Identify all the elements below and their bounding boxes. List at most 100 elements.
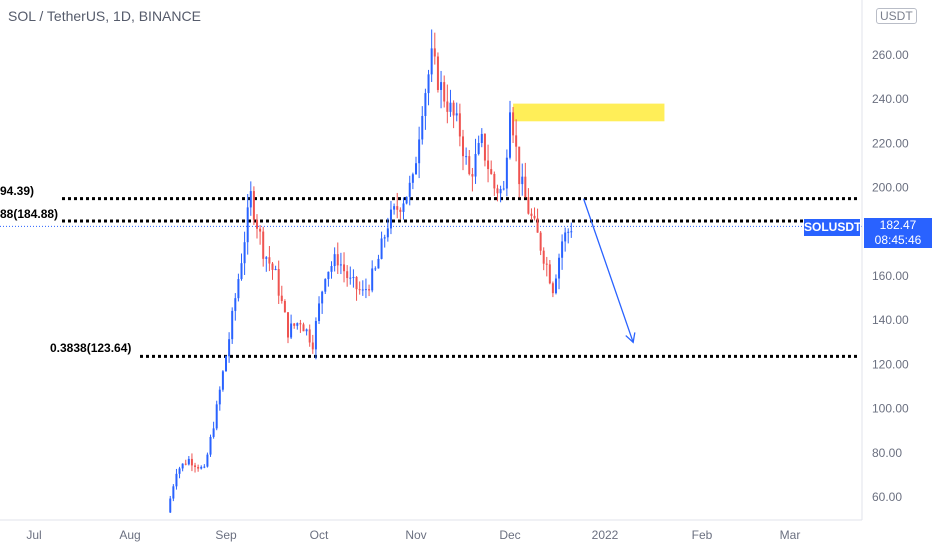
candle-body — [530, 213, 533, 216]
candle-body — [172, 486, 175, 499]
candle-body — [194, 465, 197, 467]
candle-body — [443, 82, 446, 102]
x-axis: Jul Aug Sep Oct Nov Dec 2022 Feb Mar — [26, 528, 800, 542]
candle-body — [187, 458, 190, 465]
candle-body — [440, 82, 443, 90]
y-tick-label: 140.00 — [872, 313, 909, 327]
chart-title: SOL / TetherUS, 1D, BINANCE — [8, 8, 201, 24]
candle-body — [471, 174, 474, 177]
x-tick-label: Oct — [310, 528, 329, 542]
candle-body — [256, 219, 258, 229]
x-tick-label: Sep — [215, 528, 237, 542]
y-tick-label: 200.00 — [872, 181, 909, 195]
candle-body — [405, 196, 408, 204]
candle-body — [518, 146, 521, 185]
candle-body — [368, 289, 371, 291]
candle-body — [324, 279, 327, 292]
candle-body — [524, 176, 527, 198]
symbol-tag: SOLUSDT — [804, 219, 862, 236]
candle-body — [521, 176, 524, 185]
candle-body — [374, 268, 377, 270]
x-tick-label: Jul — [26, 528, 41, 542]
candle-body — [509, 112, 511, 158]
candle-body — [215, 404, 218, 429]
fib-label-low: 0.3838(123.64) — [50, 341, 132, 355]
candle-body — [305, 329, 308, 332]
candle-body — [542, 250, 545, 264]
candle-body — [352, 276, 355, 278]
candle-body — [339, 264, 342, 266]
y-tick-label: 80.00 — [872, 446, 902, 460]
candle-body — [468, 156, 471, 175]
candle-body — [358, 289, 361, 291]
candle-body — [502, 188, 505, 190]
candle-body — [212, 428, 215, 437]
candle-body — [343, 264, 346, 272]
candle-body — [477, 142, 480, 155]
candle-body — [321, 291, 324, 304]
candle-body — [240, 263, 243, 280]
candle-body — [203, 466, 206, 468]
candle-body — [200, 466, 203, 469]
candle-body — [539, 232, 542, 251]
candle-body — [262, 231, 265, 259]
candle-body — [333, 254, 336, 267]
candle-body — [175, 473, 178, 487]
y-tick-label: 120.00 — [872, 357, 909, 371]
y-tick-label: 100.00 — [872, 402, 909, 416]
resistance-zone — [513, 103, 665, 122]
candle-body — [169, 498, 172, 513]
candle-body — [330, 266, 333, 272]
candle-body — [396, 206, 399, 210]
candle-body — [346, 271, 349, 279]
candle-body — [554, 278, 557, 294]
candle-body — [455, 113, 458, 116]
candle-body — [487, 160, 490, 170]
arrow-head — [625, 332, 636, 344]
candle-body — [462, 136, 464, 157]
candle-body — [249, 191, 252, 208]
candle-body — [311, 342, 314, 350]
candle-body — [399, 209, 402, 212]
candle-body — [533, 215, 536, 219]
x-tick-label: Nov — [405, 528, 426, 542]
candle-body — [283, 301, 286, 313]
candle-body — [371, 268, 374, 291]
candle-body — [411, 174, 414, 183]
candle-body — [299, 323, 302, 325]
candle-body — [221, 371, 224, 390]
candle-body — [545, 263, 548, 265]
candle-body — [493, 173, 496, 189]
candle-body — [452, 102, 455, 116]
candle-body — [327, 271, 330, 280]
candle-body — [548, 264, 551, 284]
candle-body — [287, 312, 289, 338]
candle-body — [567, 231, 570, 233]
candle-body — [483, 133, 486, 161]
x-tick-label: Dec — [499, 528, 520, 542]
candle-body — [427, 74, 430, 94]
candle-body — [225, 356, 228, 372]
y-tick-label: 160.00 — [872, 269, 909, 283]
currency-button[interactable]: USDT — [876, 8, 917, 24]
candle-body — [408, 182, 411, 197]
candle-body — [415, 163, 418, 175]
candle-body — [237, 279, 240, 299]
candle-body — [206, 454, 209, 467]
candle-body — [355, 276, 358, 290]
candle-body — [446, 101, 449, 112]
candle-body — [184, 463, 187, 465]
candle-body — [496, 188, 499, 194]
x-tick-label: Mar — [780, 528, 801, 542]
candle-body — [231, 310, 234, 340]
candle-body — [561, 241, 564, 258]
candle-body — [527, 197, 530, 214]
candles — [169, 29, 573, 513]
candle-body — [308, 329, 311, 343]
candle-body — [228, 339, 231, 357]
candle-body — [296, 323, 299, 326]
y-tick-label: 240.00 — [872, 92, 909, 106]
candle-body — [570, 231, 573, 233]
candle-body — [364, 289, 367, 291]
